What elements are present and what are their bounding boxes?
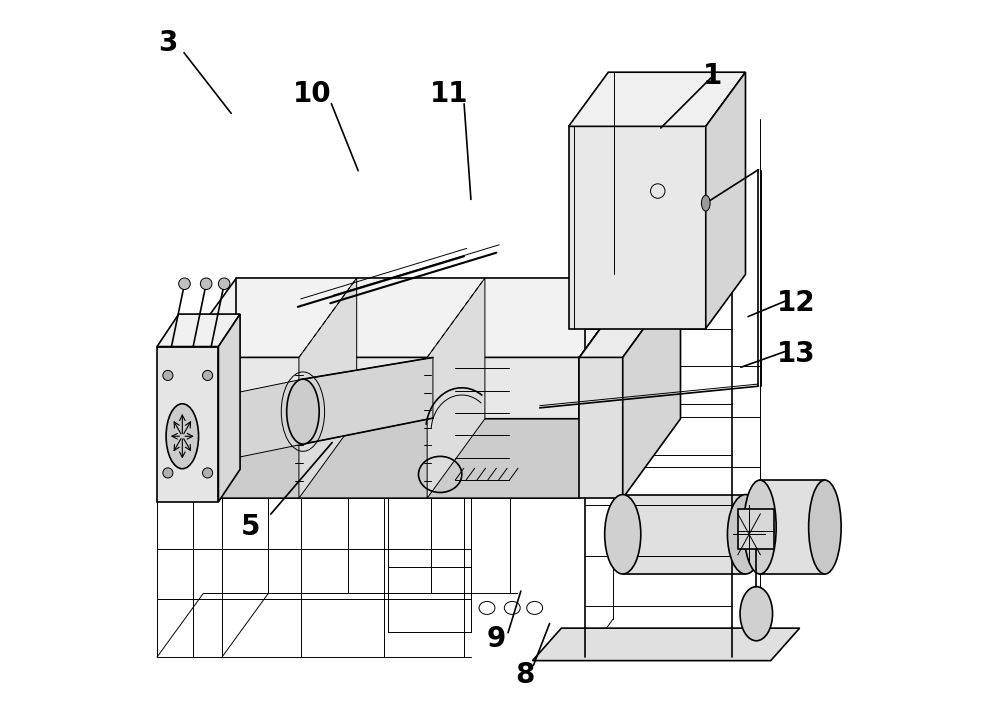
Polygon shape — [157, 314, 240, 347]
Polygon shape — [532, 628, 800, 661]
Polygon shape — [218, 314, 240, 502]
Polygon shape — [623, 495, 745, 574]
Text: 9: 9 — [487, 625, 506, 653]
Polygon shape — [579, 357, 623, 498]
Polygon shape — [182, 379, 303, 469]
Text: 3: 3 — [158, 30, 178, 57]
Circle shape — [203, 370, 213, 380]
Polygon shape — [579, 278, 681, 357]
Circle shape — [163, 468, 173, 478]
Circle shape — [163, 370, 173, 380]
Polygon shape — [706, 72, 745, 329]
Text: 12: 12 — [777, 290, 815, 317]
Text: 13: 13 — [777, 340, 815, 367]
Ellipse shape — [166, 404, 199, 469]
Text: 8: 8 — [516, 661, 535, 689]
Ellipse shape — [287, 379, 319, 444]
Text: 5: 5 — [241, 513, 261, 541]
Polygon shape — [427, 278, 485, 498]
Text: 10: 10 — [293, 80, 332, 108]
Polygon shape — [157, 347, 218, 502]
Polygon shape — [623, 278, 681, 498]
Ellipse shape — [605, 495, 641, 574]
Polygon shape — [179, 357, 579, 498]
Text: 1: 1 — [703, 62, 723, 90]
Polygon shape — [179, 278, 637, 357]
Ellipse shape — [809, 480, 841, 574]
Polygon shape — [179, 419, 637, 498]
Polygon shape — [303, 357, 433, 444]
Polygon shape — [760, 480, 825, 574]
Circle shape — [203, 468, 213, 478]
Ellipse shape — [744, 480, 776, 574]
Circle shape — [218, 278, 230, 290]
Polygon shape — [569, 126, 706, 329]
Ellipse shape — [701, 195, 710, 211]
Circle shape — [179, 278, 190, 290]
Circle shape — [200, 278, 212, 290]
Ellipse shape — [727, 495, 764, 574]
Polygon shape — [579, 278, 637, 498]
FancyBboxPatch shape — [738, 509, 774, 549]
Polygon shape — [569, 72, 745, 126]
Ellipse shape — [740, 586, 773, 641]
Text: 11: 11 — [430, 80, 469, 108]
Polygon shape — [299, 278, 357, 498]
